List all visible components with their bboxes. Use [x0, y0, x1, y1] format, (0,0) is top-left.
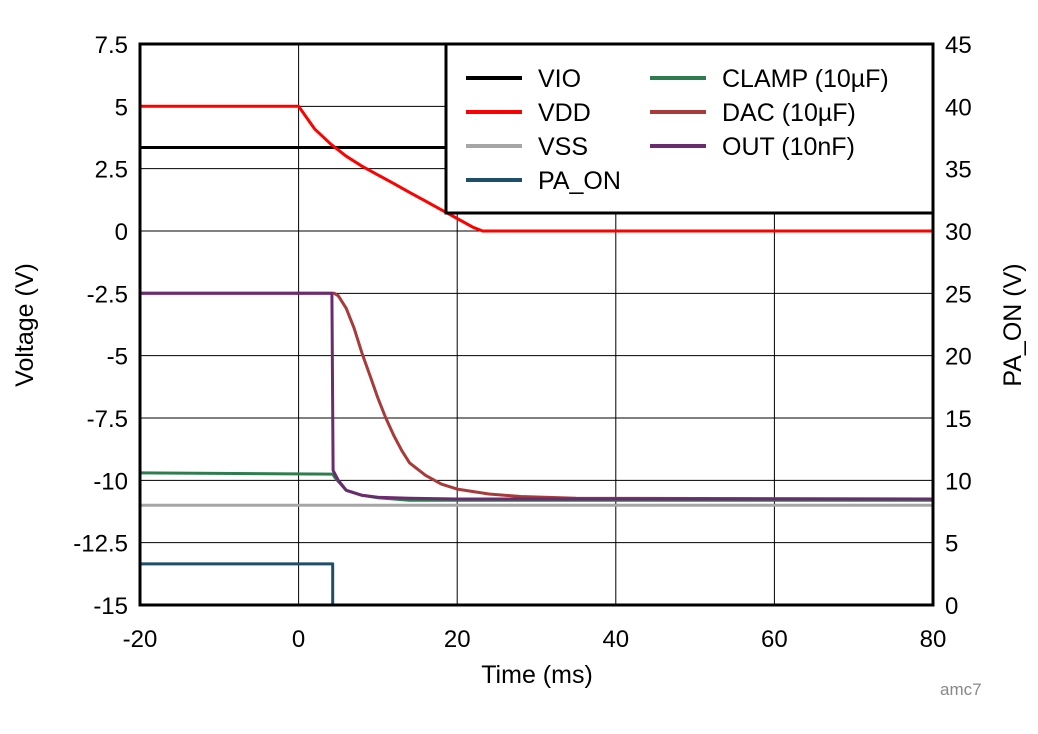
- x-tick-label: 0: [292, 626, 305, 653]
- legend-label: OUT (10nF): [722, 133, 855, 161]
- y2-tick-label: 30: [945, 219, 972, 246]
- y2-tick-label: 15: [945, 406, 972, 433]
- series-line-out-10nf: [140, 291, 933, 501]
- series-line-vdd: [140, 104, 933, 233]
- legend-label: PA_ON: [538, 167, 621, 195]
- y-tick-label: -12.5: [73, 531, 128, 558]
- x-tick-label: -20: [123, 626, 158, 653]
- tick-labels: -20 0 20 40 60 80 7.5 5 2.5 0 -2.5 -5 -7.5 -10 -12.5 -1…: [73, 32, 971, 653]
- y-tick-label: -2.5: [87, 281, 128, 308]
- y2-tick-label: 20: [945, 344, 972, 371]
- legend-label: VDD: [538, 99, 591, 127]
- legend-label: DAC (10µF): [722, 99, 856, 127]
- y-tick-label: -15: [93, 593, 128, 620]
- legend-box: [444, 42, 935, 215]
- y-tick-label: 7.5: [95, 32, 128, 59]
- series-line-pa-on: [140, 562, 335, 605]
- y2-tick-label: 45: [945, 32, 972, 59]
- watermark: amc7: [940, 680, 982, 699]
- legend: VIO VDD VSS PA_ON CLAMP (10µF) DAC (10µF) OUT …: [444, 42, 935, 215]
- legend-label: CLAMP (10µF): [722, 65, 889, 93]
- x-tick-label: 80: [920, 626, 947, 653]
- x-axis-title: Time (ms): [481, 661, 593, 689]
- y-tick-label: -5: [107, 344, 128, 371]
- y2-tick-label: 0: [945, 593, 958, 620]
- series-line-dac-10-f: [140, 291, 934, 501]
- legend-label: VIO: [538, 65, 581, 93]
- y-tick-label: -10: [93, 468, 128, 495]
- y-tick-label: 2.5: [95, 157, 128, 184]
- y-tick-label: 0: [115, 219, 128, 246]
- x-tick-label: 60: [761, 626, 788, 653]
- y-tick-label: -7.5: [87, 406, 128, 433]
- y2-tick-label: 25: [945, 281, 972, 308]
- y2-tick-label: 40: [945, 94, 972, 121]
- y2-tick-label: 10: [945, 468, 972, 495]
- legend-label: VSS: [538, 133, 588, 161]
- x-tick-label: 40: [602, 626, 629, 653]
- y2-axis-title: PA_ON (V): [999, 263, 1027, 386]
- y-tick-label: 5: [115, 94, 128, 121]
- x-tick-label: 20: [444, 626, 471, 653]
- y2-tick-label: 35: [945, 157, 972, 184]
- y2-tick-label: 5: [945, 531, 958, 558]
- y-axis-title: Voltage (V): [11, 263, 39, 387]
